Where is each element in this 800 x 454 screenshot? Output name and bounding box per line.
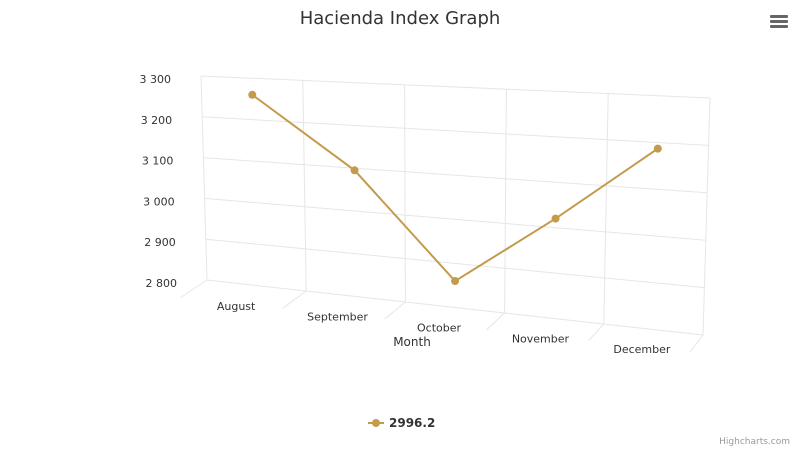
grid-line-vertical — [302, 80, 307, 292]
data-point — [451, 277, 460, 286]
data-point — [350, 166, 359, 175]
y-tick-label: 3 100 — [142, 155, 174, 168]
menu-button[interactable] — [770, 15, 788, 28]
menu-bar — [770, 15, 788, 18]
grid-line-vertical — [603, 93, 609, 325]
grid-line-vertical — [200, 75, 208, 281]
grid-line-vertical — [404, 84, 406, 303]
chart-title: Hacienda Index Graph — [300, 8, 501, 29]
grid-line — [203, 157, 708, 194]
data-point — [248, 90, 257, 99]
credits[interactable]: Highcharts.com — [719, 437, 790, 447]
menu-bar — [770, 25, 788, 28]
grid-line — [205, 238, 705, 289]
x-tick-label: October — [417, 322, 461, 335]
grid-line-vertical — [702, 97, 711, 336]
y-tick-label: 2 900 — [144, 236, 176, 249]
grid-line — [206, 279, 704, 336]
y-tick-label: 3 300 — [140, 73, 172, 86]
data-point — [551, 214, 560, 223]
x-tick-label: August — [217, 300, 256, 313]
grid-line — [204, 197, 706, 241]
y-tick-label: 2 800 — [146, 277, 178, 290]
floor-line — [281, 290, 307, 310]
x-axis-title: Month — [393, 335, 431, 349]
y-tick-label: 3 000 — [143, 195, 175, 208]
legend-label: 2996.2 — [389, 416, 435, 430]
floor-line — [383, 301, 406, 320]
menu-bar — [770, 20, 788, 23]
floor-line — [689, 334, 704, 353]
grid-line — [200, 75, 711, 99]
legend-marker — [372, 419, 380, 427]
x-tick-label: September — [307, 311, 368, 324]
floor-line — [485, 312, 505, 331]
floor-line — [587, 323, 605, 342]
y-tick-label: 3 200 — [141, 114, 173, 127]
floor-line — [179, 279, 208, 299]
x-tick-label: December — [613, 343, 671, 356]
grid-line — [202, 116, 709, 146]
data-point — [653, 144, 662, 153]
x-tick-label: November — [512, 332, 570, 345]
floor-edge — [179, 297, 691, 353]
grid-line-vertical — [504, 89, 507, 314]
